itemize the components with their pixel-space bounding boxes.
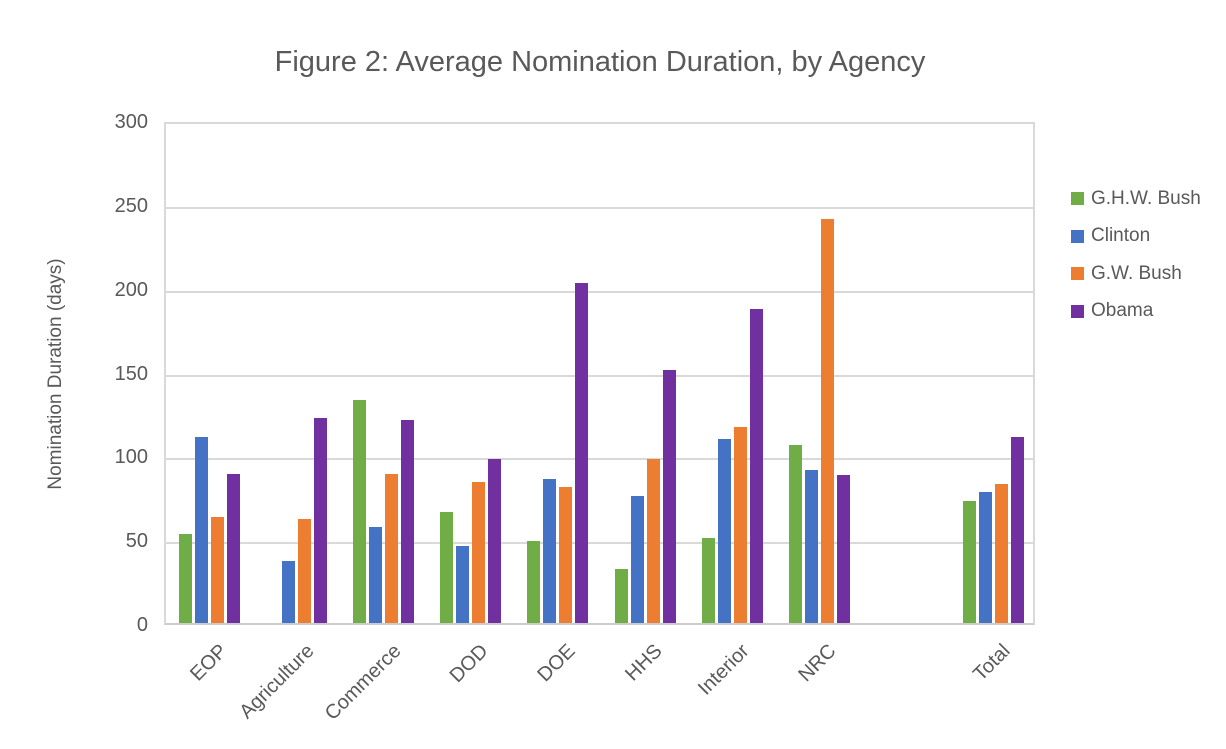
y-tick-label-100: 100: [114, 446, 148, 469]
bar-g-h-w-bush-doe: [527, 540, 541, 623]
bar-group-hhs: [602, 124, 689, 623]
bar-g-h-w-bush-dod: [440, 512, 454, 623]
gridline-50: [166, 542, 1033, 545]
bar-g-w-bush-agriculture: [298, 519, 312, 623]
bar-group-interior: [689, 124, 776, 623]
y-tick-label-150: 150: [114, 362, 148, 385]
bar-clinton-doe: [543, 478, 557, 623]
legend-swatch-obama: [1071, 304, 1084, 318]
bar-obama-commerce: [401, 420, 415, 623]
bar-clinton-eop: [195, 436, 209, 623]
bar-obama-dod: [488, 458, 502, 623]
gridline-100: [166, 458, 1033, 461]
chart-title: Figure 2: Average Nomination Duration, b…: [274, 46, 926, 78]
bar-group-total: [950, 124, 1037, 623]
bar-g-h-w-bush-total: [962, 500, 976, 623]
bar-clinton-agriculture: [282, 560, 296, 623]
y-tick-label-200: 200: [114, 278, 148, 301]
bar-group-dod: [427, 124, 514, 623]
bar-g-h-w-bush-interior: [701, 537, 715, 623]
plot-area: [164, 122, 1035, 625]
gridline-150: [166, 374, 1033, 377]
bar-group-eop: [166, 124, 253, 623]
gridline-250: [166, 206, 1033, 209]
bar-obama-total: [1010, 436, 1024, 623]
y-tick-label-250: 250: [114, 194, 148, 217]
bar-obama-doe: [575, 282, 589, 623]
bar-clinton-total: [978, 492, 992, 623]
legend-label-g-w-bush: G.W. Bush: [1091, 262, 1182, 284]
bar-group-doe: [514, 124, 601, 623]
bar-group-agriculture: [253, 124, 340, 623]
legend-swatch-g-h-w-bush: [1071, 192, 1084, 205]
legend-item-g-h-w-bush: G.H.W. Bush: [1071, 186, 1201, 211]
bar-group-commerce: [340, 124, 427, 623]
x-axis-label-total: Total: [969, 640, 1015, 686]
bar-g-h-w-bush-eop: [179, 534, 193, 623]
legend-item-obama: Obama: [1071, 299, 1201, 324]
bar-clinton-nrc: [804, 470, 818, 623]
bar-obama-interior: [749, 309, 763, 623]
legend-label-obama: Obama: [1091, 300, 1154, 321]
bar-group-blank: [863, 124, 950, 623]
legend: G.H.W. Bush Clinton G.W. Bush Obama: [1071, 186, 1201, 336]
bar-clinton-interior: [717, 438, 731, 623]
bar-obama-nrc: [836, 475, 850, 623]
bar-g-w-bush-total: [994, 483, 1008, 623]
bar-clinton-commerce: [369, 527, 383, 623]
legend-label-g-h-w-bush: G.H.W. Bush: [1091, 187, 1201, 209]
bar-g-w-bush-doe: [559, 487, 573, 623]
bar-clinton-hhs: [630, 495, 644, 623]
bar-g-h-w-bush-commerce: [353, 400, 367, 623]
bar-group-nrc: [776, 124, 863, 623]
legend-item-g-w-bush: G.W. Bush: [1071, 261, 1201, 286]
gridline-200: [166, 290, 1033, 293]
legend-swatch-g-w-bush: [1071, 267, 1084, 280]
y-tick-label-50: 50: [125, 530, 148, 553]
bar-obama-eop: [227, 473, 241, 623]
bar-g-w-bush-interior: [733, 426, 747, 623]
bar-g-w-bush-commerce: [385, 473, 399, 623]
bar-g-w-bush-eop: [211, 517, 225, 623]
bar-clinton-dod: [456, 545, 470, 623]
bar-g-h-w-bush-nrc: [788, 445, 802, 623]
y-tick-label-300: 300: [114, 111, 148, 133]
bar-obama-hhs: [662, 369, 676, 623]
bar-obama-agriculture: [314, 418, 328, 623]
bar-g-w-bush-nrc: [820, 218, 834, 623]
bar-g-h-w-bush-hhs: [614, 569, 628, 623]
legend-label-clinton: Clinton: [1091, 225, 1151, 246]
y-tick-label-0: 0: [136, 614, 148, 636]
legend-item-clinton: Clinton: [1071, 224, 1201, 249]
bar-g-w-bush-hhs: [646, 458, 660, 623]
legend-swatch-clinton: [1071, 229, 1084, 243]
bar-g-w-bush-dod: [472, 482, 486, 623]
